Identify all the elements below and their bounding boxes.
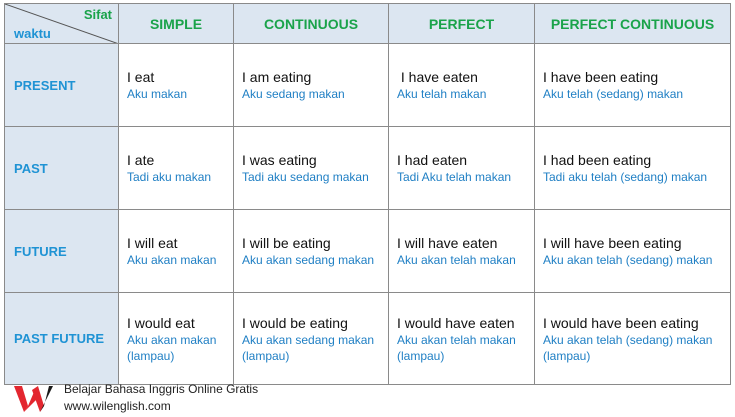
english-sentence: I had eaten (397, 152, 468, 168)
table-cell: I will eat Aku akan makan (118, 209, 234, 293)
table-cell: I had eaten Tadi Aku telah makan (388, 126, 535, 210)
table-cell: I would eat Aku akan makan (lampau) (118, 292, 234, 385)
english-sentence: I am eating (242, 69, 312, 85)
english-sentence: I will eat (127, 235, 178, 251)
footer: Belajar Bahasa Inggris Online Gratis www… (14, 381, 414, 415)
english-sentence: I have been eating (543, 69, 659, 85)
english-sentence: I had been eating (543, 152, 652, 168)
header-row: Sifat waktu SIMPLE CONTINUOUS PERFECT PE… (4, 3, 731, 44)
table-cell: I will be eating Aku akan sedang makan (233, 209, 389, 293)
row-header-future: FUTURE (4, 209, 119, 293)
table-cell: I have eaten Aku telah makan (388, 43, 535, 127)
english-sentence: I ate (127, 152, 155, 168)
english-sentence: I eat (127, 69, 155, 85)
indonesian-translation-note: (lampau) (127, 348, 175, 363)
english-sentence: I will be eating (242, 235, 331, 251)
english-sentence: I would eat (127, 314, 195, 331)
wilenglish-logo-icon (14, 386, 53, 412)
indonesian-translation-note: (lampau) (543, 348, 591, 363)
indonesian-translation: Aku telah makan (397, 87, 487, 101)
footer-url[interactable]: www.wilenglish.com (64, 399, 171, 413)
table-row: PRESENT I eat Aku makan I am eating Aku … (4, 43, 731, 127)
indonesian-translation: Aku akan telah makan (397, 332, 516, 347)
table-cell: I ate Tadi aku makan (118, 126, 234, 210)
corner-label-sifat: Sifat (83, 7, 112, 22)
indonesian-translation: Tadi aku telah (sedang) makan (543, 170, 708, 184)
english-sentence: I will have been eating (543, 235, 682, 251)
table-cell: I will have been eating Aku akan telah (… (534, 209, 731, 293)
column-header-continuous: CONTINUOUS (233, 3, 389, 44)
indonesian-translation: Tadi aku sedang makan (242, 170, 369, 184)
column-header-perfect-continuous: PERFECT CONTINUOUS (534, 3, 731, 44)
table-row: PAST I ate Tadi aku makan I was eating T… (4, 126, 731, 210)
diagonal-divider (5, 4, 117, 43)
table-cell: I had been eating Tadi aku telah (sedang… (534, 126, 731, 210)
table-cell: I would be eating Aku akan sedang makan … (233, 292, 389, 385)
corner-label-waktu: waktu (14, 26, 51, 41)
table-cell: I was eating Tadi aku sedang makan (233, 126, 389, 210)
english-sentence: I have eaten (397, 69, 478, 85)
table-cell: I have been eating Aku telah (sedang) ma… (534, 43, 731, 127)
tenses-table: Sifat waktu SIMPLE CONTINUOUS PERFECT PE… (4, 3, 731, 385)
english-sentence: I would be eating (242, 314, 348, 331)
table-row: FUTURE I will eat Aku akan makan I will … (4, 209, 731, 293)
table-row: PAST FUTURE I would eat Aku akan makan (… (4, 292, 731, 385)
indonesian-translation: Aku akan telah (sedang) makan (543, 253, 713, 267)
indonesian-translation-note: (lampau) (242, 348, 290, 363)
english-sentence: I would have been eating (543, 314, 699, 331)
table-cell: I would have been eating Aku akan telah … (534, 292, 731, 385)
table-cell: I would have eaten Aku akan telah makan … (388, 292, 535, 385)
column-header-simple: SIMPLE (118, 3, 234, 44)
indonesian-translation: Tadi Aku telah makan (397, 170, 512, 184)
indonesian-translation: Aku akan makan (127, 332, 217, 347)
column-header-perfect: PERFECT (388, 3, 535, 44)
english-sentence: I was eating (242, 152, 317, 168)
indonesian-translation: Aku makan (127, 87, 188, 101)
indonesian-translation: Aku akan telah (sedang) makan (543, 332, 713, 347)
row-header-past-future: PAST FUTURE (4, 292, 119, 385)
row-header-present: PRESENT (4, 43, 119, 127)
table-cell: I am eating Aku sedang makan (233, 43, 389, 127)
indonesian-translation: Aku akan telah makan (397, 253, 516, 267)
english-sentence: I will have eaten (397, 235, 498, 251)
english-sentence: I would have eaten (397, 314, 515, 331)
indonesian-translation: Aku telah (sedang) makan (543, 87, 684, 101)
indonesian-translation: Tadi aku makan (127, 170, 212, 184)
corner-cell: Sifat waktu (4, 3, 119, 44)
table-cell: I eat Aku makan (118, 43, 234, 127)
indonesian-translation: Aku sedang makan (242, 87, 345, 101)
indonesian-translation: Aku akan sedang makan (242, 253, 375, 267)
indonesian-translation: Aku akan makan (127, 253, 217, 267)
row-header-past: PAST (4, 126, 119, 210)
indonesian-translation-note: (lampau) (397, 348, 445, 363)
footer-tagline: Belajar Bahasa Inggris Online Gratis (64, 382, 259, 396)
table-cell: I will have eaten Aku akan telah makan (388, 209, 535, 293)
indonesian-translation: Aku akan sedang makan (242, 332, 375, 347)
